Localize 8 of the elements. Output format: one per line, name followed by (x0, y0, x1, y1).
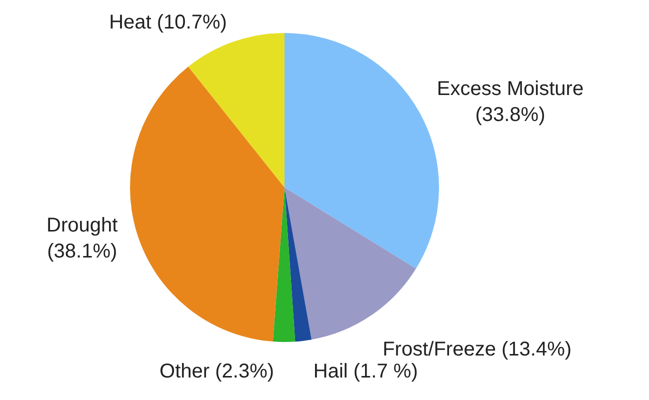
data-label: (38.1%) (47, 240, 118, 262)
slice-label: Other (2.3%) (160, 360, 274, 383)
slice-label: Heat (10.7%) (109, 11, 227, 34)
slice-label: Excess Moisture (436, 78, 584, 100)
slice-label: Hail (1.7 %) (313, 360, 418, 383)
slice-label: Frost/Freeze (13.4%) (382, 338, 572, 360)
data-label: (33.8%) (475, 104, 546, 126)
slice-label: Drought (46, 214, 118, 236)
